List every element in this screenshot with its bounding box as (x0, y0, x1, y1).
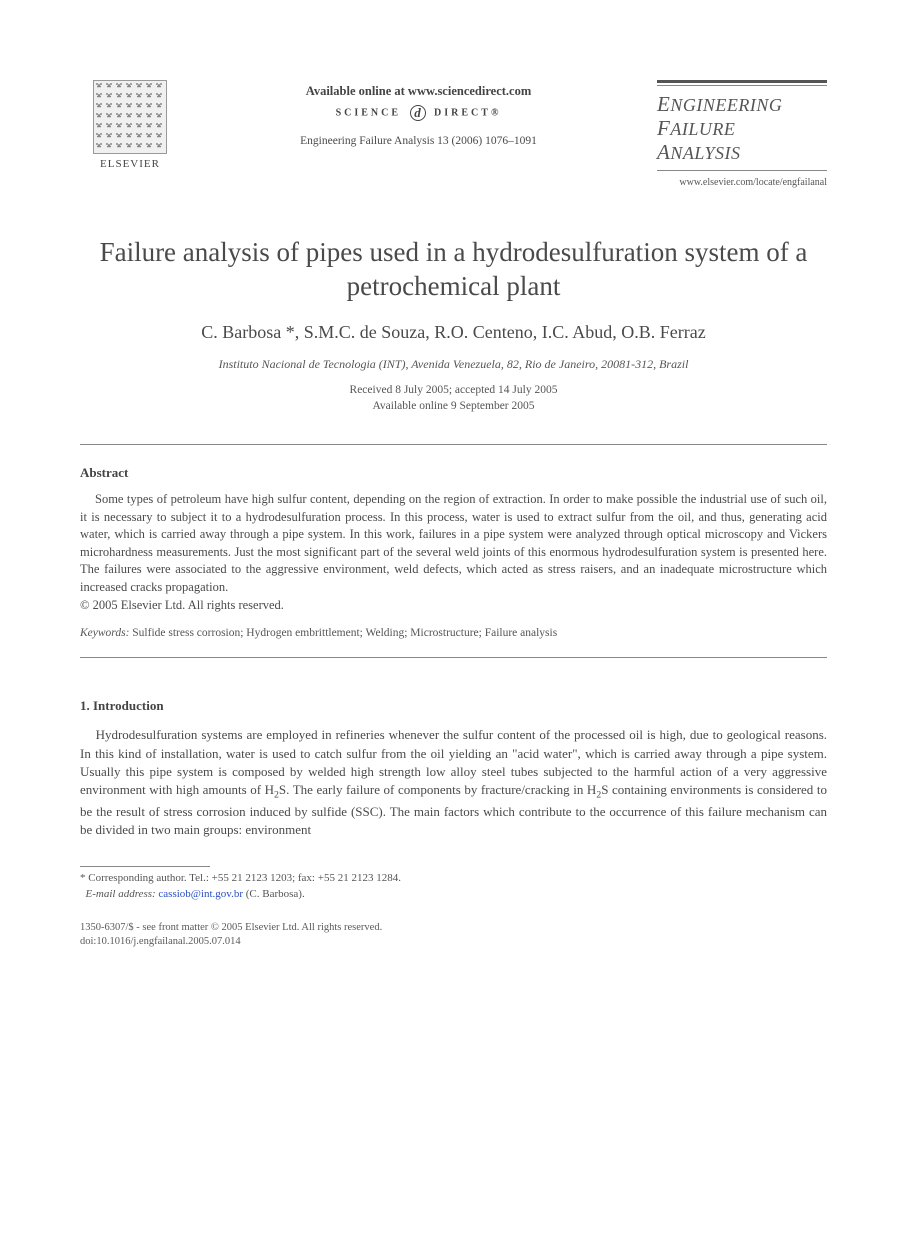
rule-top (80, 444, 827, 445)
citation-line: Engineering Failure Analysis 13 (2006) 1… (180, 135, 657, 147)
sd-right: DIRECT® (434, 107, 501, 118)
introduction-paragraph: Hydrodesulfuration systems are employed … (80, 726, 827, 840)
frontmatter-line-1: 1350-6307/$ - see front matter © 2005 El… (80, 922, 382, 933)
affiliation: Instituto Nacional de Tecnologia (INT), … (80, 357, 827, 372)
elsevier-tree-icon (93, 80, 167, 154)
keywords-line: Keywords: Sulfide stress corrosion; Hydr… (80, 627, 827, 639)
keywords-text: Sulfide stress corrosion; Hydrogen embri… (129, 627, 557, 639)
front-matter: 1350-6307/$ - see front matter © 2005 El… (80, 921, 827, 950)
journal-title-block: ENGINEERING FAILURE ANALYSIS www.elsevie… (657, 80, 827, 188)
footnote-rule (80, 866, 210, 867)
page-header: ELSEVIER Available online at www.science… (80, 80, 827, 188)
footnote-email-label: E-mail address: (86, 888, 156, 900)
header-center: Available online at www.sciencedirect.co… (180, 80, 657, 147)
abstract-heading: Abstract (80, 465, 827, 481)
journal-title-box: ENGINEERING FAILURE ANALYSIS (657, 80, 827, 171)
sd-symbol-icon: d (410, 105, 426, 121)
journal-url: www.elsevier.com/locate/engfailanal (657, 177, 827, 188)
footnote-corr: Corresponding author. Tel.: +55 21 2123 … (86, 872, 401, 884)
sciencedirect-logo: SCIENCE d DIRECT® (180, 105, 657, 121)
available-online-line: Available online at www.sciencedirect.co… (180, 84, 657, 99)
publisher-logo-block: ELSEVIER (80, 80, 180, 170)
corresponding-author-footnote: * Corresponding author. Tel.: +55 21 212… (80, 871, 827, 903)
abstract-body: Some types of petroleum have high sulfur… (80, 491, 827, 596)
intro-text-mid: S. The early failure of components by fr… (279, 782, 596, 797)
keywords-label: Keywords: (80, 627, 129, 639)
publisher-name: ELSEVIER (100, 158, 160, 170)
journal-name: ENGINEERING FAILURE ANALYSIS (657, 92, 827, 170)
copyright-line: © 2005 Elsevier Ltd. All rights reserved… (80, 598, 827, 613)
rule-bottom (80, 657, 827, 658)
sd-left: SCIENCE (336, 107, 401, 118)
dates-online: Available online 9 September 2005 (372, 400, 534, 412)
dates-received: Received 8 July 2005; accepted 14 July 2… (350, 384, 558, 396)
authors-text: C. Barbosa *, S.M.C. de Souza, R.O. Cent… (201, 322, 705, 342)
article-dates: Received 8 July 2005; accepted 14 July 2… (80, 382, 827, 414)
section-1-heading: 1. Introduction (80, 698, 827, 714)
frontmatter-line-2: doi:10.1016/j.engfailanal.2005.07.014 (80, 936, 241, 947)
footnote-email-link[interactable]: cassiob@int.gov.br (158, 888, 243, 900)
footnote-email-tail: (C. Barbosa). (243, 888, 305, 900)
author-list: C. Barbosa *, S.M.C. de Souza, R.O. Cent… (80, 322, 827, 343)
article-title: Failure analysis of pipes used in a hydr… (80, 236, 827, 304)
